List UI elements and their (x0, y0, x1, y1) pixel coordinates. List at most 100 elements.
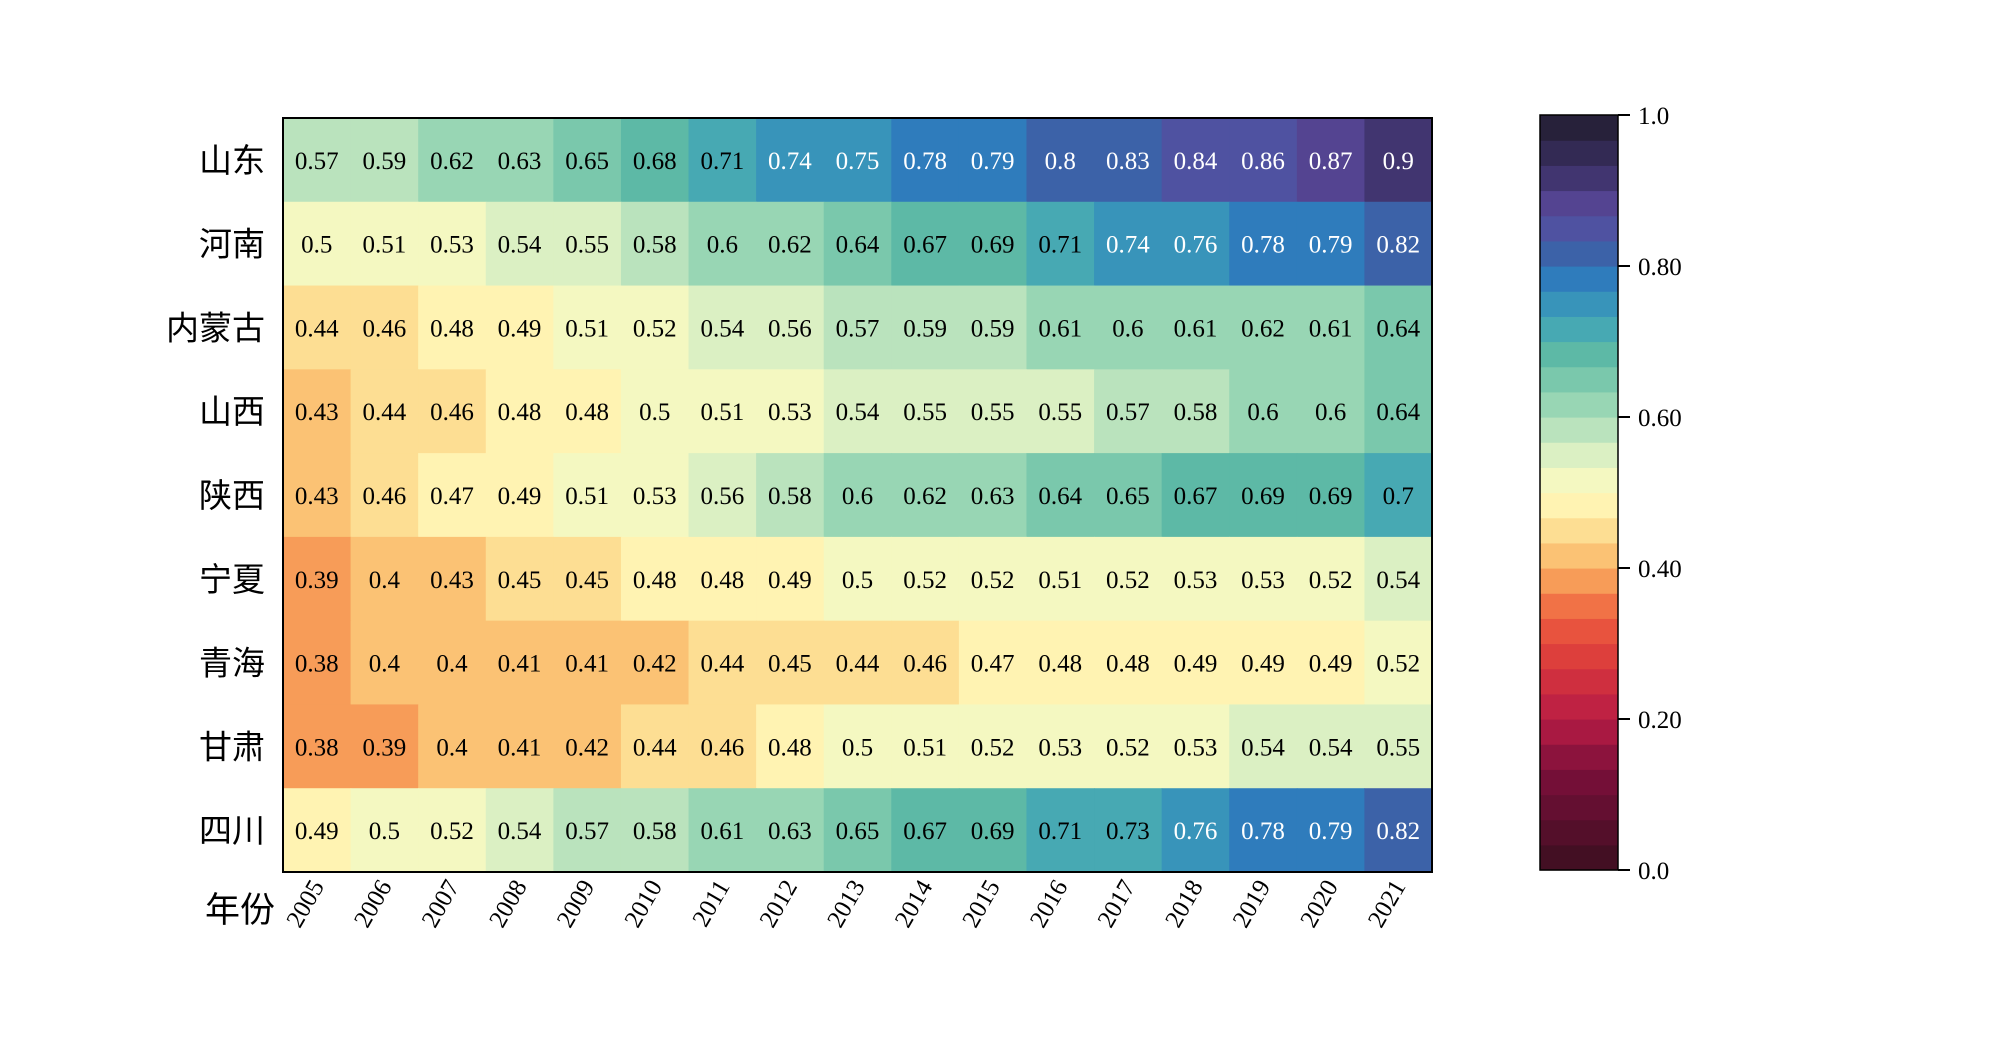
cell-value-label: 0.79 (971, 148, 1015, 175)
cell-value-label: 0.5 (639, 399, 670, 426)
heatmap-cell (1296, 453, 1366, 538)
y-tick-label: 内蒙古 (166, 310, 265, 347)
heatmap-cell (1296, 285, 1366, 370)
heatmap-cell (350, 453, 419, 538)
colorbar-segment (1540, 291, 1618, 317)
heatmap-cell (620, 536, 690, 622)
heatmap-cell (891, 620, 960, 706)
heatmap-cell (1161, 118, 1230, 203)
cell-value-label: 0.43 (430, 567, 474, 594)
heatmap-cell (350, 620, 419, 706)
heatmap-cell (1364, 369, 1433, 454)
colorbar: 0.0 0.20 0.40 0.60 0.80 1.0 (1539, 103, 1682, 885)
colorbar-segment (1540, 794, 1618, 821)
heatmap-cell (958, 536, 1028, 622)
cell-value-label: 0.55 (971, 399, 1015, 426)
heatmap-cell (958, 788, 1028, 873)
cell-value-label: 0.5 (842, 734, 873, 761)
cell-value-label: 0.6 (1315, 399, 1346, 426)
colorbar-segment (1540, 215, 1618, 242)
heatmap-cell (1094, 369, 1163, 454)
heatmap-cell (553, 788, 622, 873)
colorbar-segment (1540, 693, 1618, 720)
heatmap-cell (1161, 620, 1230, 706)
cell-value-label: 0.54 (1309, 734, 1353, 761)
cell-value-label: 0.71 (1038, 818, 1082, 845)
cell-value-label: 0.48 (565, 399, 609, 426)
cell-value-label: 0.54 (1376, 567, 1420, 594)
heatmap-cell (823, 369, 892, 454)
cell-value-label: 0.53 (768, 399, 812, 426)
heatmap-cell (485, 788, 554, 873)
colorbar-segment (1540, 517, 1618, 544)
cell-value-label: 0.51 (363, 232, 407, 259)
cell-value-label: 0.53 (633, 483, 677, 510)
heatmap-cell (418, 536, 487, 622)
cell-value-label: 0.51 (700, 399, 744, 426)
heatmap-cell (1229, 118, 1298, 203)
colorbar-tick-label: 1.0 (1638, 103, 1669, 130)
cell-value-label: 0.53 (1038, 734, 1082, 761)
cell-value-label: 0.52 (430, 818, 474, 845)
colorbar-segment (1540, 618, 1618, 645)
cell-value-label: 0.51 (903, 734, 947, 761)
colorbar-segment (1540, 719, 1618, 745)
cell-value-label: 0.6 (1247, 399, 1278, 426)
cell-value-label: 0.38 (295, 734, 339, 761)
cell-value-label: 0.45 (768, 651, 812, 678)
cell-value-label: 0.64 (836, 232, 880, 259)
heatmap-cell (756, 118, 825, 203)
heatmap-cell (958, 118, 1028, 203)
heatmap-cell (620, 201, 690, 287)
cell-value-label: 0.48 (430, 315, 474, 342)
x-tick-label: 2017 (1093, 876, 1141, 933)
colorbar-segment (1540, 819, 1618, 846)
cell-value-label: 0.52 (1106, 734, 1150, 761)
colorbar-segment (1540, 492, 1618, 519)
cell-value-label: 0.67 (903, 818, 947, 845)
colorbar-segment (1540, 165, 1618, 192)
heatmap-cell (620, 620, 690, 706)
cell-value-label: 0.6 (842, 483, 873, 510)
colorbar-segment (1540, 542, 1618, 569)
cell-value-label: 0.45 (498, 567, 542, 594)
colorbar-segment (1540, 467, 1618, 494)
cell-value-label: 0.55 (565, 232, 609, 259)
heatmap-cell (620, 453, 690, 538)
heatmap-cell (1229, 453, 1298, 538)
heatmap-cell (1161, 788, 1230, 873)
cell-value-label: 0.6 (707, 232, 738, 259)
heatmap-cell (350, 201, 419, 287)
heatmap-cell (1364, 788, 1433, 873)
heatmap-cell (418, 118, 487, 203)
heatmap-cell (1161, 536, 1230, 622)
heatmap-cell (688, 788, 757, 873)
heatmap-cell (283, 285, 352, 370)
cell-value-label: 0.39 (363, 734, 407, 761)
cell-value-label: 0.48 (700, 567, 744, 594)
heatmap-cell (891, 536, 960, 622)
heatmap-cell (688, 453, 757, 538)
colorbar-segment (1540, 769, 1618, 796)
heatmap-cell (1229, 704, 1298, 789)
cell-value-label: 0.49 (295, 818, 339, 845)
x-tick-label: 2016 (1025, 876, 1073, 933)
y-tick-label: 山东 (199, 143, 265, 180)
heatmap-cell (823, 788, 892, 873)
heatmap-cell (283, 536, 352, 622)
cell-value-label: 0.49 (1241, 651, 1285, 678)
cell-value-label: 0.46 (363, 483, 407, 510)
cell-value-label: 0.44 (700, 651, 744, 678)
cell-value-label: 0.7 (1383, 483, 1414, 510)
heatmap-cell-labels: 0.57 0.59 0.62 0.63 0.65 0.68 0.71 0.74 0.75 0.78… (295, 148, 1421, 845)
heatmap-cell (350, 788, 419, 873)
colorbar-tick-label: 0.20 (1638, 707, 1682, 734)
cell-value-label: 0.9 (1383, 148, 1414, 175)
cell-value-label: 0.58 (768, 483, 812, 510)
cell-value-label: 0.76 (1174, 232, 1218, 259)
colorbar-frame (1539, 114, 1619, 871)
heatmap-cell (958, 453, 1028, 538)
colorbar-segment (1540, 115, 1618, 141)
cell-value-label: 0.54 (498, 232, 542, 259)
